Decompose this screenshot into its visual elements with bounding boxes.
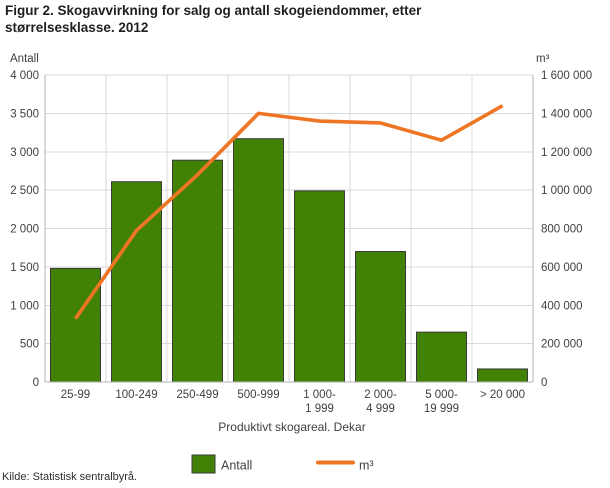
x-axis-tick-label: 2 000-4 999 [364, 389, 397, 415]
left-axis-tick-label: 0 [33, 377, 39, 389]
right-axis-tick-label: 1 600 000 [541, 70, 592, 82]
bar-1 [50, 267, 101, 383]
x-axis-tick-label: 1 000-1 999 [303, 389, 336, 415]
bar-6 [355, 251, 406, 383]
m3-line [74, 104, 504, 320]
source-note: Kilde: Statistisk sentralbyrå. [2, 471, 138, 483]
bar-2 [111, 181, 162, 383]
x-axis-tick-label: 5 000-19 999 [424, 389, 459, 415]
bar-3 [172, 159, 223, 383]
right-axis-tick-label: 1 200 000 [541, 147, 592, 159]
right-axis-tick-label: 400 000 [541, 300, 583, 312]
legend-line-label: m³ [359, 459, 374, 473]
left-axis-tick-label: 1 000 [10, 300, 39, 312]
bar-7 [416, 331, 467, 383]
right-axis-tick-label: 1 000 000 [541, 185, 592, 197]
right-axis-tick-label: 200 000 [541, 339, 583, 351]
right-axis-tick-label: 0 [541, 377, 547, 389]
bar-5 [294, 190, 345, 383]
chart-title: Figur 2. Skogavvirkning for salg og anta… [5, 3, 422, 35]
right-axis-tick-label: 800 000 [541, 224, 583, 236]
right-axis-tick-label: 1 400 000 [541, 108, 592, 120]
x-axis-title: Produktivt skogareal. Dekar [218, 420, 365, 434]
left-axis-tick-label: 4 000 [10, 70, 39, 82]
x-axis-tick-label: 100-249 [115, 389, 157, 401]
right-axis-unit-label: m³ [536, 53, 550, 65]
left-axis-tick-label: 2 000 [10, 224, 39, 236]
x-axis-tick-labels: 25-99 100-249 250-499 500-999 1 000-1 999 2 0… [61, 389, 525, 415]
x-axis-tick-label: 500-999 [237, 389, 279, 401]
left-axis-tick-label: 3 500 [10, 108, 39, 120]
axis-frame [44, 75, 534, 383]
legend-bar-swatch [191, 454, 216, 474]
left-axis-tick-label: 2 500 [10, 185, 39, 197]
legend-bar-label: Antall [221, 459, 252, 473]
left-axis-tick-label: 500 [20, 339, 39, 351]
right-axis-tick-label: 600 000 [541, 262, 583, 274]
bar-series [50, 138, 528, 383]
left-axis-tick-label: 3 000 [10, 147, 39, 159]
x-axis-tick-label: 250-499 [176, 389, 218, 401]
left-axis-tick-label: 1 500 [10, 262, 39, 274]
left-axis-unit-label: Antall [10, 53, 39, 65]
x-axis-tick-label: > 20 000 [480, 389, 525, 401]
bar-4 [233, 138, 284, 383]
axis-tick-labels: 4 000 1 600 000 3 500 1 400 000 3 000 1 200 0… [10, 70, 592, 389]
bar-8 [477, 368, 528, 383]
line-series [74, 104, 504, 320]
legend: Antall m³ [191, 454, 374, 474]
x-axis-tick-label: 25-99 [61, 389, 90, 401]
